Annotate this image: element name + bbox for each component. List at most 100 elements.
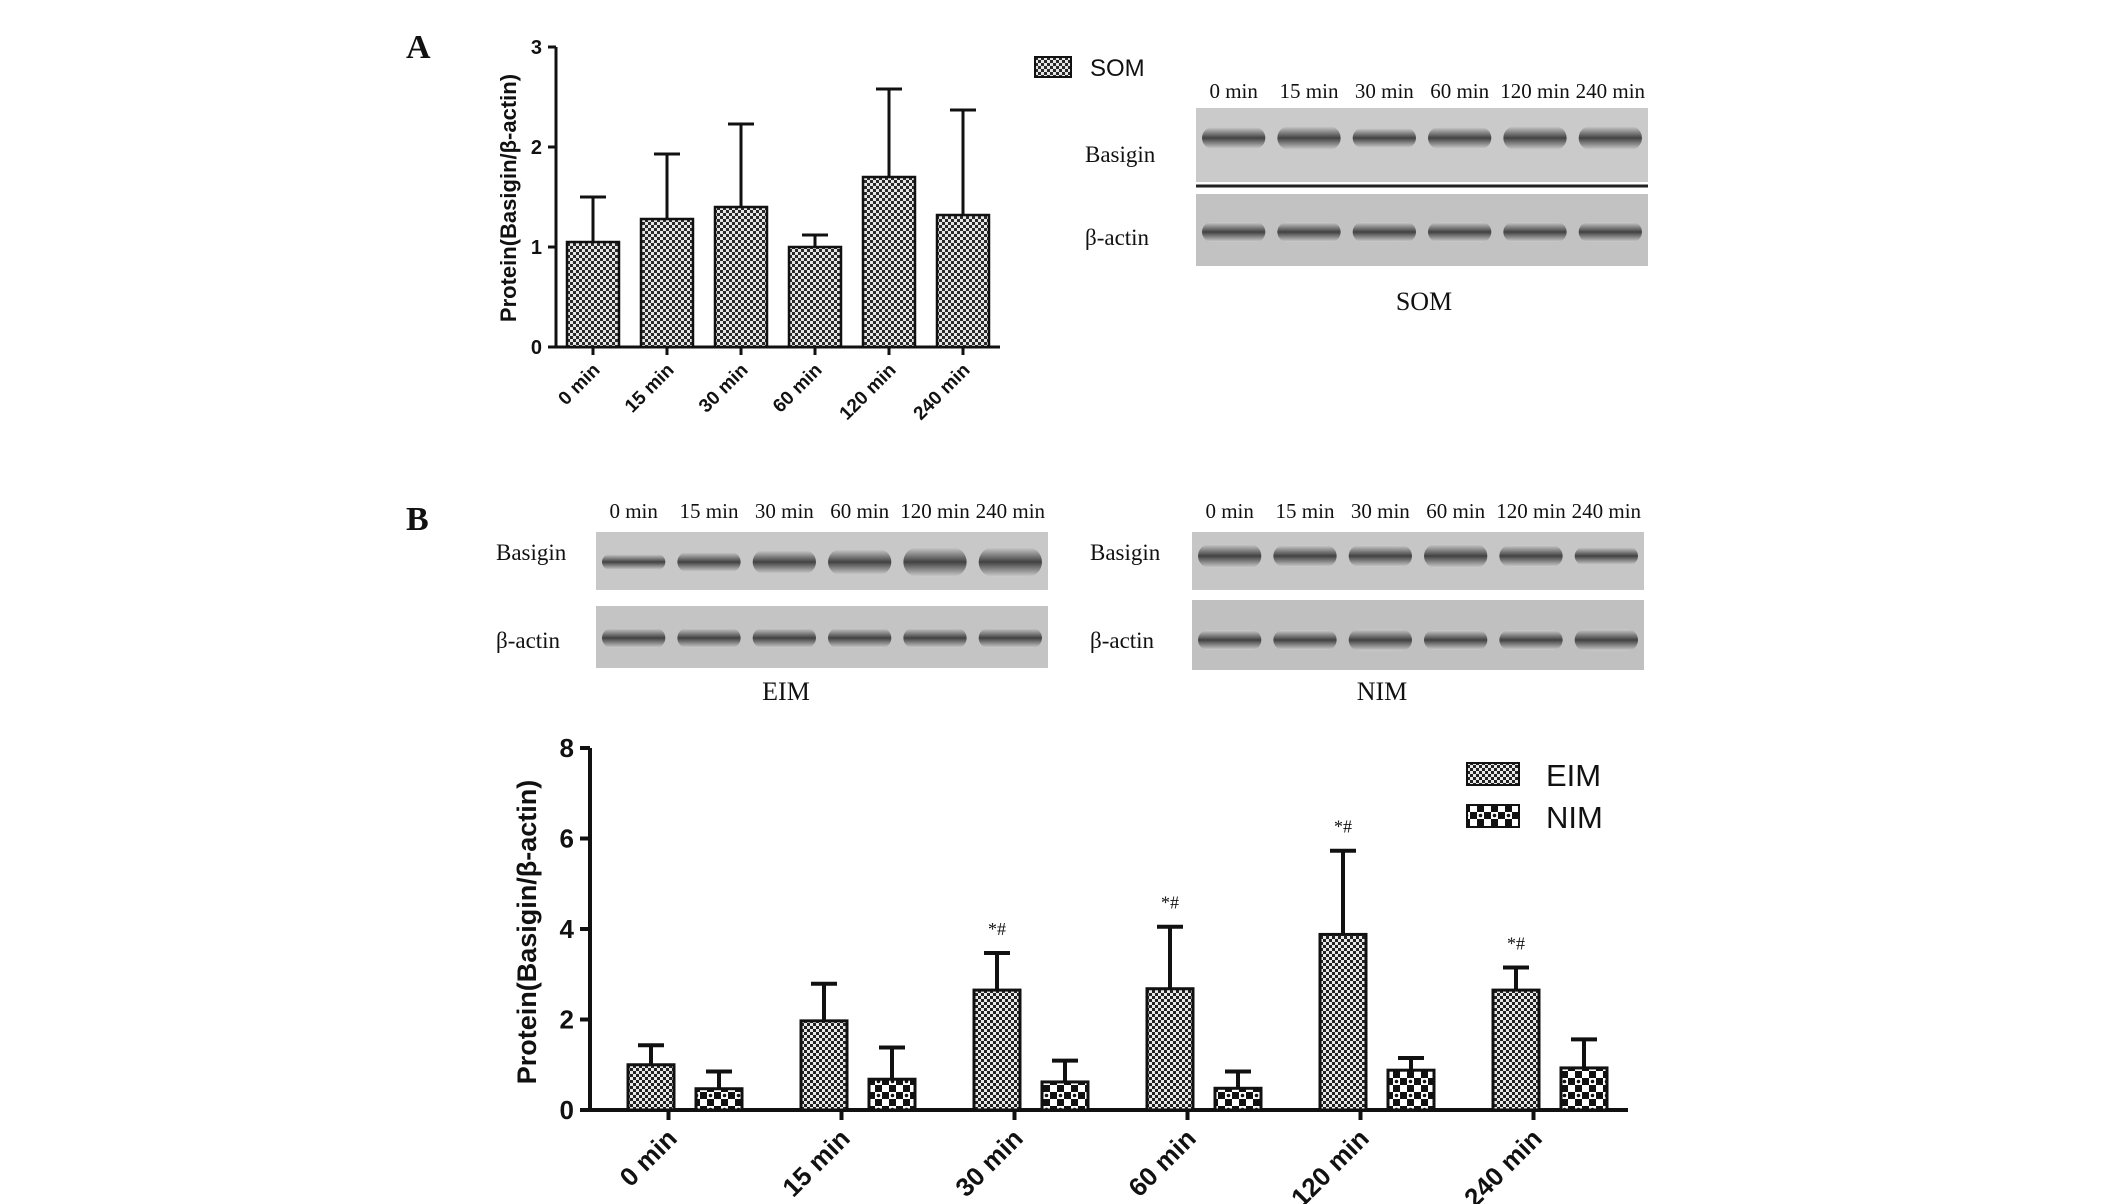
panel-a-bar — [639, 217, 695, 349]
blot-a-band-actin — [1352, 222, 1416, 242]
blot-eim-row-label-basigin: Basigin — [496, 540, 567, 565]
blot-a-lane-label: 0 min — [1209, 79, 1258, 103]
blot-a-row-label-basigin: Basigin — [1085, 142, 1156, 167]
panel-a-bar — [713, 205, 769, 349]
blot-nim-band-actin — [1499, 630, 1563, 650]
panel-b-y-tick-label: 2 — [560, 1005, 574, 1035]
blot-a-band-actin — [1503, 222, 1567, 242]
blot-a-lane-label: 60 min — [1430, 79, 1489, 103]
blot-nim-band-basigin — [1574, 547, 1638, 565]
blot-eim-band-actin — [752, 628, 816, 648]
blot-eim-lane-label: 240 min — [976, 499, 1046, 523]
panel-a-x-tick-label: 15 min — [621, 360, 678, 417]
blot-nim-band-actin — [1348, 629, 1412, 651]
blot-a-band-basigin — [1202, 127, 1266, 149]
panel-b-significance-mark: *# — [1507, 933, 1525, 953]
blot-eim-band-actin — [978, 628, 1042, 648]
blot-a-basigin-strip — [1196, 108, 1648, 182]
blot-nim-basigin-strip — [1192, 532, 1644, 590]
panel-b-x-tick-label: 15 min — [776, 1123, 855, 1202]
blot-eim-actin-strip — [596, 606, 1048, 668]
panel-b-bar-eim — [1318, 932, 1368, 1112]
blot-nim-band-actin — [1574, 629, 1638, 651]
panel-a-legend: SOM — [1034, 55, 1145, 82]
panel-b-eim-western-blot: 0 min 15 min 30 min 60 min 120 min 240 min — [596, 499, 1048, 668]
panel-b-x-tick-label: 240 min — [1458, 1123, 1548, 1204]
blot-eim-band-basigin — [903, 547, 967, 577]
blot-nim-lane-label: 15 min — [1276, 499, 1335, 523]
panel-a-letter: A — [406, 29, 431, 66]
blot-a-actin-strip — [1196, 194, 1648, 266]
blot-nim-band-basigin — [1273, 545, 1337, 567]
panel-a-x-tick-label: 30 min — [695, 360, 752, 417]
blot-a-band-basigin — [1578, 126, 1642, 150]
panel-b-letter: B — [406, 501, 429, 538]
blot-nim-band-actin — [1273, 630, 1337, 650]
blot-a-lane-label: 15 min — [1280, 79, 1339, 103]
blot-eim-band-actin — [677, 628, 741, 648]
blot-a-row-label-actin: β-actin — [1085, 225, 1150, 250]
blot-eim-lane-label: 60 min — [830, 499, 889, 523]
blot-nim-band-basigin — [1424, 544, 1488, 568]
panel-a-bar — [935, 213, 991, 349]
panel-b-bar-nim — [1040, 1080, 1090, 1112]
blot-nim-lane-label: 0 min — [1205, 499, 1254, 523]
blot-a-lane-label: 30 min — [1355, 79, 1414, 103]
blot-nim-band-actin — [1198, 630, 1262, 650]
panel-b-ylabel: Protein(Basigin/β-actin) — [512, 780, 542, 1085]
panel-b-x-tick-label: 120 min — [1285, 1123, 1375, 1204]
panel-b-y-tick-label: 0 — [560, 1095, 574, 1125]
panel-a-x-tick-label: 240 min — [910, 360, 975, 425]
panel-a-y-tick-label: 2 — [531, 137, 542, 159]
panel-b-bar-nim — [1213, 1086, 1263, 1112]
blot-eim-band-actin — [828, 628, 892, 648]
panel-b-legend: EIM NIM — [1466, 758, 1603, 835]
blot-a-band-actin — [1277, 222, 1341, 242]
blot-eim-band-basigin — [978, 547, 1042, 577]
blot-eim-lane-label: 0 min — [609, 499, 658, 523]
panel-b-significance-mark: *# — [1161, 893, 1179, 913]
blot-a-band-basigin — [1277, 126, 1341, 150]
panel-b-bar-chart: 0 2 4 6 8 0 min 15 min *# 30 min *# 60 min *# 120 mi… — [560, 733, 1628, 1204]
blot-eim-band-basigin — [828, 549, 892, 575]
legend-label-som: SOM — [1090, 55, 1145, 82]
blot-nim-lane-label: 30 min — [1351, 499, 1410, 523]
panel-b-bar-nim — [1386, 1068, 1436, 1112]
blot-a-band-basigin — [1503, 126, 1567, 150]
blot-eim-band-actin — [602, 628, 666, 648]
panel-a-ylabel: Protein(Basigin/β-actin) — [496, 74, 521, 322]
blot-a-band-actin — [1428, 222, 1492, 242]
blot-nim-lane-label: 120 min — [1496, 499, 1566, 523]
panel-a-y-tick-label: 3 — [531, 37, 542, 59]
blot-nim-lane-label: 60 min — [1426, 499, 1485, 523]
panel-a-bar — [861, 175, 917, 349]
blot-a-lane-label: 240 min — [1576, 79, 1646, 103]
panel-b-x-tick-label: 30 min — [949, 1123, 1028, 1202]
panel-a-bar — [565, 240, 621, 349]
blot-nim-actin-strip — [1192, 600, 1644, 670]
panel-b-x-tick-label: 0 min — [614, 1123, 683, 1192]
panel-b-significance-mark: *# — [988, 919, 1006, 939]
panel-b-bar-nim — [1559, 1066, 1609, 1112]
blot-a-band-basigin — [1352, 128, 1416, 148]
legend-swatch-eim — [1466, 762, 1520, 786]
panel-b-x-tick-label: 60 min — [1122, 1123, 1201, 1202]
panel-b-nim-western-blot: 0 min 15 min 30 min 60 min 120 min 240 min — [1192, 499, 1644, 670]
blot-eim-band-basigin — [752, 550, 816, 574]
panel-a-x-tick-label: 120 min — [836, 360, 901, 425]
blot-a-lane-label: 120 min — [1500, 79, 1570, 103]
panel-b-bar-eim — [1491, 988, 1541, 1112]
panel-b-bar-eim — [799, 1019, 849, 1112]
blot-eim-caption: EIM — [762, 677, 810, 706]
panel-b-bar-eim — [972, 988, 1022, 1112]
blot-nim-band-actin — [1424, 630, 1488, 650]
panel-b-bar-eim — [1145, 987, 1195, 1112]
panel-b-y-tick-label: 6 — [560, 824, 574, 854]
blot-nim-caption: NIM — [1357, 677, 1408, 706]
panel-b-bar-eim — [626, 1063, 676, 1112]
panel-b-significance-mark: *# — [1334, 817, 1352, 837]
legend-label-eim: EIM — [1546, 758, 1601, 793]
legend-swatch-som — [1034, 56, 1072, 78]
panel-b-y-tick-label: 8 — [560, 733, 574, 763]
